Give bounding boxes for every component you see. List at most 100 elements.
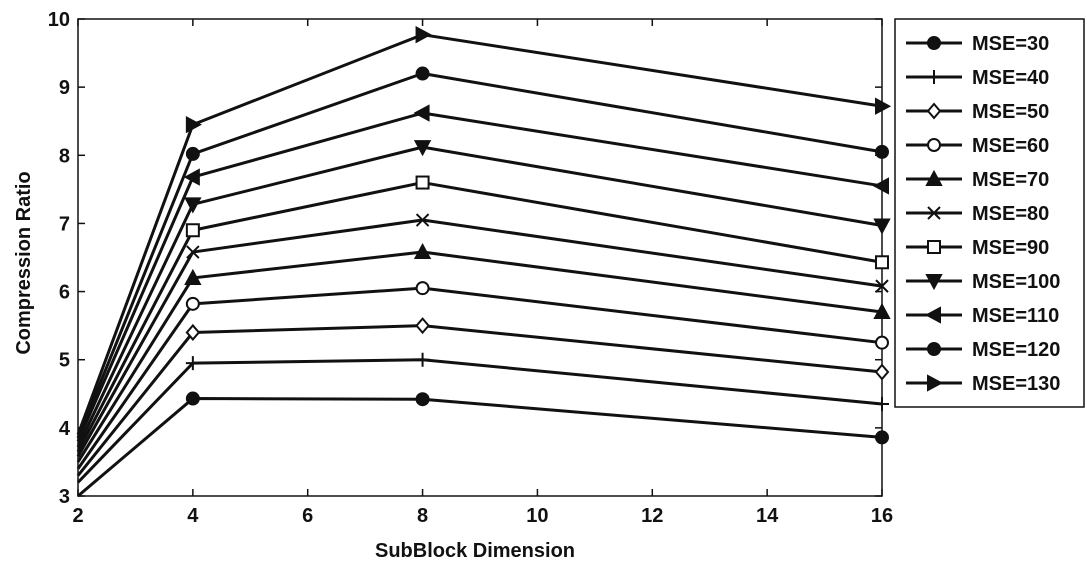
data-point-x bbox=[927, 206, 941, 220]
data-point-triangle-down bbox=[873, 218, 891, 235]
legend-label: MSE=90 bbox=[972, 237, 1049, 259]
legend-label: MSE=50 bbox=[972, 101, 1049, 123]
data-point-x bbox=[875, 279, 889, 293]
series-MSE=40 bbox=[76, 352, 889, 484]
data-point-triangle-down bbox=[413, 140, 432, 157]
data-point-triangle-left bbox=[872, 177, 889, 195]
series-MSE=80 bbox=[76, 213, 889, 458]
series-MSE=30 bbox=[77, 391, 889, 498]
data-point-filled-circle bbox=[185, 146, 200, 161]
legend-item: MSE=110 bbox=[906, 305, 1059, 327]
data-point-open-circle bbox=[185, 296, 200, 311]
y-tick-label: 9 bbox=[59, 77, 70, 99]
y-tick-label: 8 bbox=[59, 145, 70, 167]
x-tick-label: 8 bbox=[417, 505, 428, 527]
data-point-diamond bbox=[415, 317, 430, 335]
legend-label: MSE=30 bbox=[972, 33, 1049, 55]
x-tick-label: 14 bbox=[756, 505, 779, 527]
data-point-square bbox=[927, 240, 941, 254]
data-point-triangle-up bbox=[873, 302, 891, 320]
series-MSE=130 bbox=[76, 25, 892, 436]
y-tick-label: 7 bbox=[59, 213, 70, 235]
y-tick-label: 6 bbox=[59, 282, 70, 304]
data-point-filled-circle bbox=[415, 392, 430, 407]
data-point-filled-circle bbox=[875, 430, 889, 445]
series-line bbox=[76, 111, 883, 443]
data-point-filled-circle bbox=[875, 144, 889, 159]
legend-item: MSE=50 bbox=[906, 101, 1049, 123]
data-point-diamond bbox=[874, 363, 890, 381]
series-line bbox=[76, 218, 883, 458]
series-line bbox=[76, 72, 883, 439]
legend-label: MSE=60 bbox=[972, 135, 1049, 157]
x-axis-title: SubBlock Dimension bbox=[375, 540, 575, 562]
data-point-triangle-up bbox=[925, 169, 943, 186]
data-point-triangle-left bbox=[183, 168, 200, 186]
data-point-open-circle bbox=[927, 138, 941, 152]
legend-item: MSE=60 bbox=[906, 135, 1049, 157]
y-tick-label: 3 bbox=[59, 486, 70, 508]
y-axis-title: Compression Ratio bbox=[13, 171, 35, 354]
series-line bbox=[76, 250, 883, 463]
data-point-x bbox=[415, 213, 430, 227]
data-point-x bbox=[186, 245, 200, 259]
series-line bbox=[76, 286, 883, 470]
legend-item: MSE=70 bbox=[906, 169, 1049, 191]
data-point-filled-circle bbox=[927, 36, 941, 50]
data-point-square bbox=[415, 175, 430, 190]
data-point-filled-circle bbox=[415, 66, 430, 81]
legend-item: MSE=40 bbox=[906, 67, 1049, 89]
x-tick-label: 12 bbox=[641, 505, 663, 527]
series-line bbox=[76, 145, 883, 448]
legend-item: MSE=100 bbox=[906, 271, 1060, 293]
x-tick-label: 2 bbox=[72, 505, 83, 527]
series-line bbox=[76, 33, 883, 436]
legend-label: MSE=100 bbox=[972, 271, 1060, 293]
data-point-plus bbox=[875, 397, 889, 412]
legend-item: MSE=130 bbox=[906, 373, 1060, 395]
x-tick-label: 16 bbox=[871, 505, 893, 527]
series-line bbox=[76, 181, 883, 453]
series-MSE=120 bbox=[76, 66, 889, 439]
series-line bbox=[77, 397, 883, 498]
series-line bbox=[76, 324, 883, 477]
legend-label: MSE=70 bbox=[972, 169, 1049, 191]
data-point-filled-circle bbox=[185, 391, 200, 406]
data-point-square bbox=[185, 223, 200, 238]
legend-label: MSE=80 bbox=[972, 203, 1049, 225]
x-tick-label: 6 bbox=[302, 505, 313, 527]
axes: 2 4 6 8 10 12 14 16 3 4 5 6 7 8 9 10 bbox=[48, 9, 893, 527]
legend-label: MSE=40 bbox=[972, 67, 1049, 89]
data-point-triangle-up bbox=[413, 242, 432, 260]
y-tick-label: 5 bbox=[59, 350, 70, 372]
data-point-triangle-down bbox=[925, 274, 943, 291]
data-point-triangle-left bbox=[413, 104, 430, 122]
series-MSE=100 bbox=[76, 140, 891, 448]
legend-item: MSE=80 bbox=[906, 203, 1049, 225]
legend-item: MSE=90 bbox=[906, 237, 1049, 259]
series-MSE=60 bbox=[76, 281, 889, 470]
data-point-open-circle bbox=[415, 281, 430, 296]
y-tick-label: 4 bbox=[59, 418, 71, 440]
series-MSE=50 bbox=[76, 317, 890, 477]
data-point-plus bbox=[927, 70, 941, 84]
data-point-triangle-right bbox=[875, 97, 892, 115]
data-point-triangle-left bbox=[924, 306, 941, 324]
data-point-triangle-down bbox=[184, 197, 202, 214]
legend-label: MSE=130 bbox=[972, 373, 1060, 395]
series-MSE=70 bbox=[76, 242, 891, 463]
series-MSE=90 bbox=[76, 175, 889, 453]
data-point-square bbox=[875, 255, 889, 270]
data-point-triangle-up bbox=[184, 268, 202, 285]
series-MSE=110 bbox=[76, 104, 889, 443]
data-point-triangle-right bbox=[927, 374, 944, 392]
x-tick-label: 4 bbox=[187, 505, 199, 527]
y-tick-label: 10 bbox=[48, 9, 70, 31]
legend-label: MSE=120 bbox=[972, 339, 1060, 361]
data-point-open-circle bbox=[875, 335, 889, 350]
legend: MSE=30 MSE=40 MSE=50 MSE=60 MSE=70 MSE=80 MSE=… bbox=[894, 18, 1085, 408]
data-point-triangle-right bbox=[415, 25, 432, 44]
series-line bbox=[76, 358, 883, 484]
x-tick-label: 10 bbox=[526, 505, 548, 527]
